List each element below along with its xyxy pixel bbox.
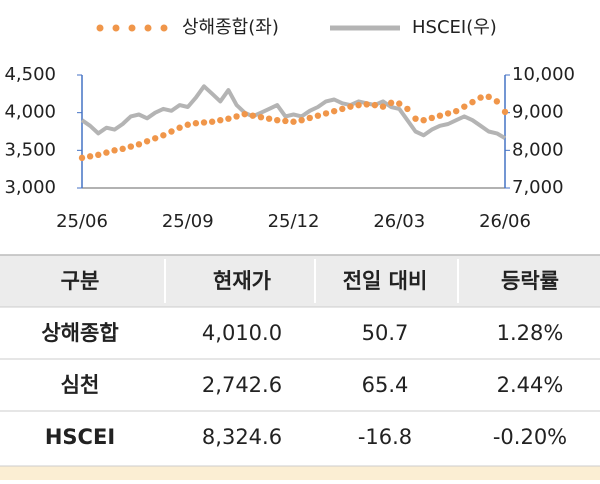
- data-point: [119, 145, 126, 153]
- y-tick-label: 4,500: [4, 64, 56, 85]
- header-cell: 현재가: [213, 269, 272, 293]
- data-point: [477, 94, 484, 101]
- table-cell: 2.44%: [497, 373, 564, 397]
- y-tick-label: 4,000: [4, 102, 56, 123]
- table-cell: 65.4: [362, 373, 409, 397]
- legend-symbol: [160, 24, 168, 32]
- table-cell: 50.7: [362, 321, 409, 345]
- series-line: [80, 84, 507, 140]
- data-point: [282, 117, 289, 125]
- data-point: [355, 101, 362, 109]
- header-cell: 구분: [61, 269, 100, 293]
- data-point: [249, 112, 257, 119]
- data-point: [501, 108, 509, 116]
- x-tick-label: 26/06: [479, 211, 531, 232]
- data-point: [274, 117, 281, 124]
- data-point: [152, 135, 159, 142]
- data-point: [78, 154, 86, 162]
- x-tick-label: 25/06: [56, 211, 108, 232]
- data-point: [339, 105, 346, 113]
- data-point: [176, 124, 183, 131]
- data-point: [412, 115, 419, 122]
- footer-strip: [0, 466, 600, 480]
- y2-tick-label: 9,000: [512, 102, 564, 123]
- data-point: [143, 138, 151, 145]
- data-point: [200, 119, 208, 126]
- data-point: [404, 105, 411, 113]
- data-point: [86, 153, 94, 160]
- data-point: [379, 103, 387, 110]
- data-point: [95, 151, 102, 159]
- table-cell: 4,010.0: [202, 321, 282, 345]
- data-point: [168, 128, 175, 135]
- y-tick-label: 3,500: [4, 139, 56, 160]
- data-point: [436, 112, 444, 119]
- data-point: [127, 143, 135, 150]
- table-cell: 2,742.6: [202, 373, 282, 397]
- data-point: [485, 93, 492, 101]
- header-cell: 전일 대비: [343, 269, 428, 293]
- data-point: [298, 117, 305, 124]
- legend-symbol: [144, 24, 152, 32]
- x-tick-label: 25/09: [162, 211, 214, 232]
- data-point: [103, 149, 110, 156]
- data-point: [469, 98, 476, 106]
- y-tick-label: 3,000: [4, 177, 56, 198]
- legend-symbol: [128, 24, 136, 32]
- data-point: [135, 141, 143, 148]
- x-tick-label: 26/03: [373, 211, 425, 232]
- data-point: [257, 113, 265, 121]
- data-point: [420, 117, 427, 124]
- y2-tick-label: 10,000: [512, 64, 575, 85]
- table-cell: 1.28%: [497, 321, 564, 345]
- data-point: [452, 107, 460, 115]
- data-point: [184, 121, 191, 128]
- data-point: [217, 117, 224, 124]
- data-point: [363, 101, 370, 108]
- data-point: [322, 110, 330, 117]
- header-bg: [0, 255, 600, 307]
- data-point: [306, 114, 313, 122]
- data-point: [461, 103, 468, 110]
- y2-tick-label: 7,000: [512, 177, 564, 198]
- data-point: [371, 101, 379, 109]
- legend-label: 상해종합(좌): [182, 17, 279, 38]
- table-cell: HSCEI: [45, 425, 115, 449]
- data-point: [265, 115, 273, 122]
- data-point: [160, 132, 167, 139]
- data-point: [387, 99, 395, 107]
- data-point: [428, 114, 435, 122]
- legend-symbol: [112, 24, 120, 32]
- table-cell: -16.8: [358, 425, 412, 449]
- data-point: [314, 112, 322, 119]
- data-point: [233, 113, 240, 120]
- data-point: [241, 110, 248, 118]
- data-point: [444, 110, 452, 117]
- data-point: [396, 100, 403, 107]
- table-cell: 8,324.6: [202, 425, 282, 449]
- legend-label: HSCEI(우): [412, 17, 497, 38]
- data-point: [493, 98, 501, 105]
- x-tick-label: 25/12: [268, 211, 320, 232]
- data-point: [208, 118, 216, 125]
- data-point: [330, 107, 338, 115]
- data-point: [347, 103, 354, 110]
- table-cell: -0.20%: [493, 425, 567, 449]
- legend-symbol: [96, 24, 104, 32]
- data-point: [111, 147, 118, 154]
- data-point: [225, 115, 232, 122]
- table-cell: 상해종합: [41, 321, 118, 345]
- table-cell: 심천: [61, 373, 100, 397]
- data-point: [290, 118, 297, 125]
- y2-tick-label: 8,000: [512, 139, 564, 160]
- data-point: [192, 120, 200, 127]
- header-cell: 등락률: [501, 269, 559, 293]
